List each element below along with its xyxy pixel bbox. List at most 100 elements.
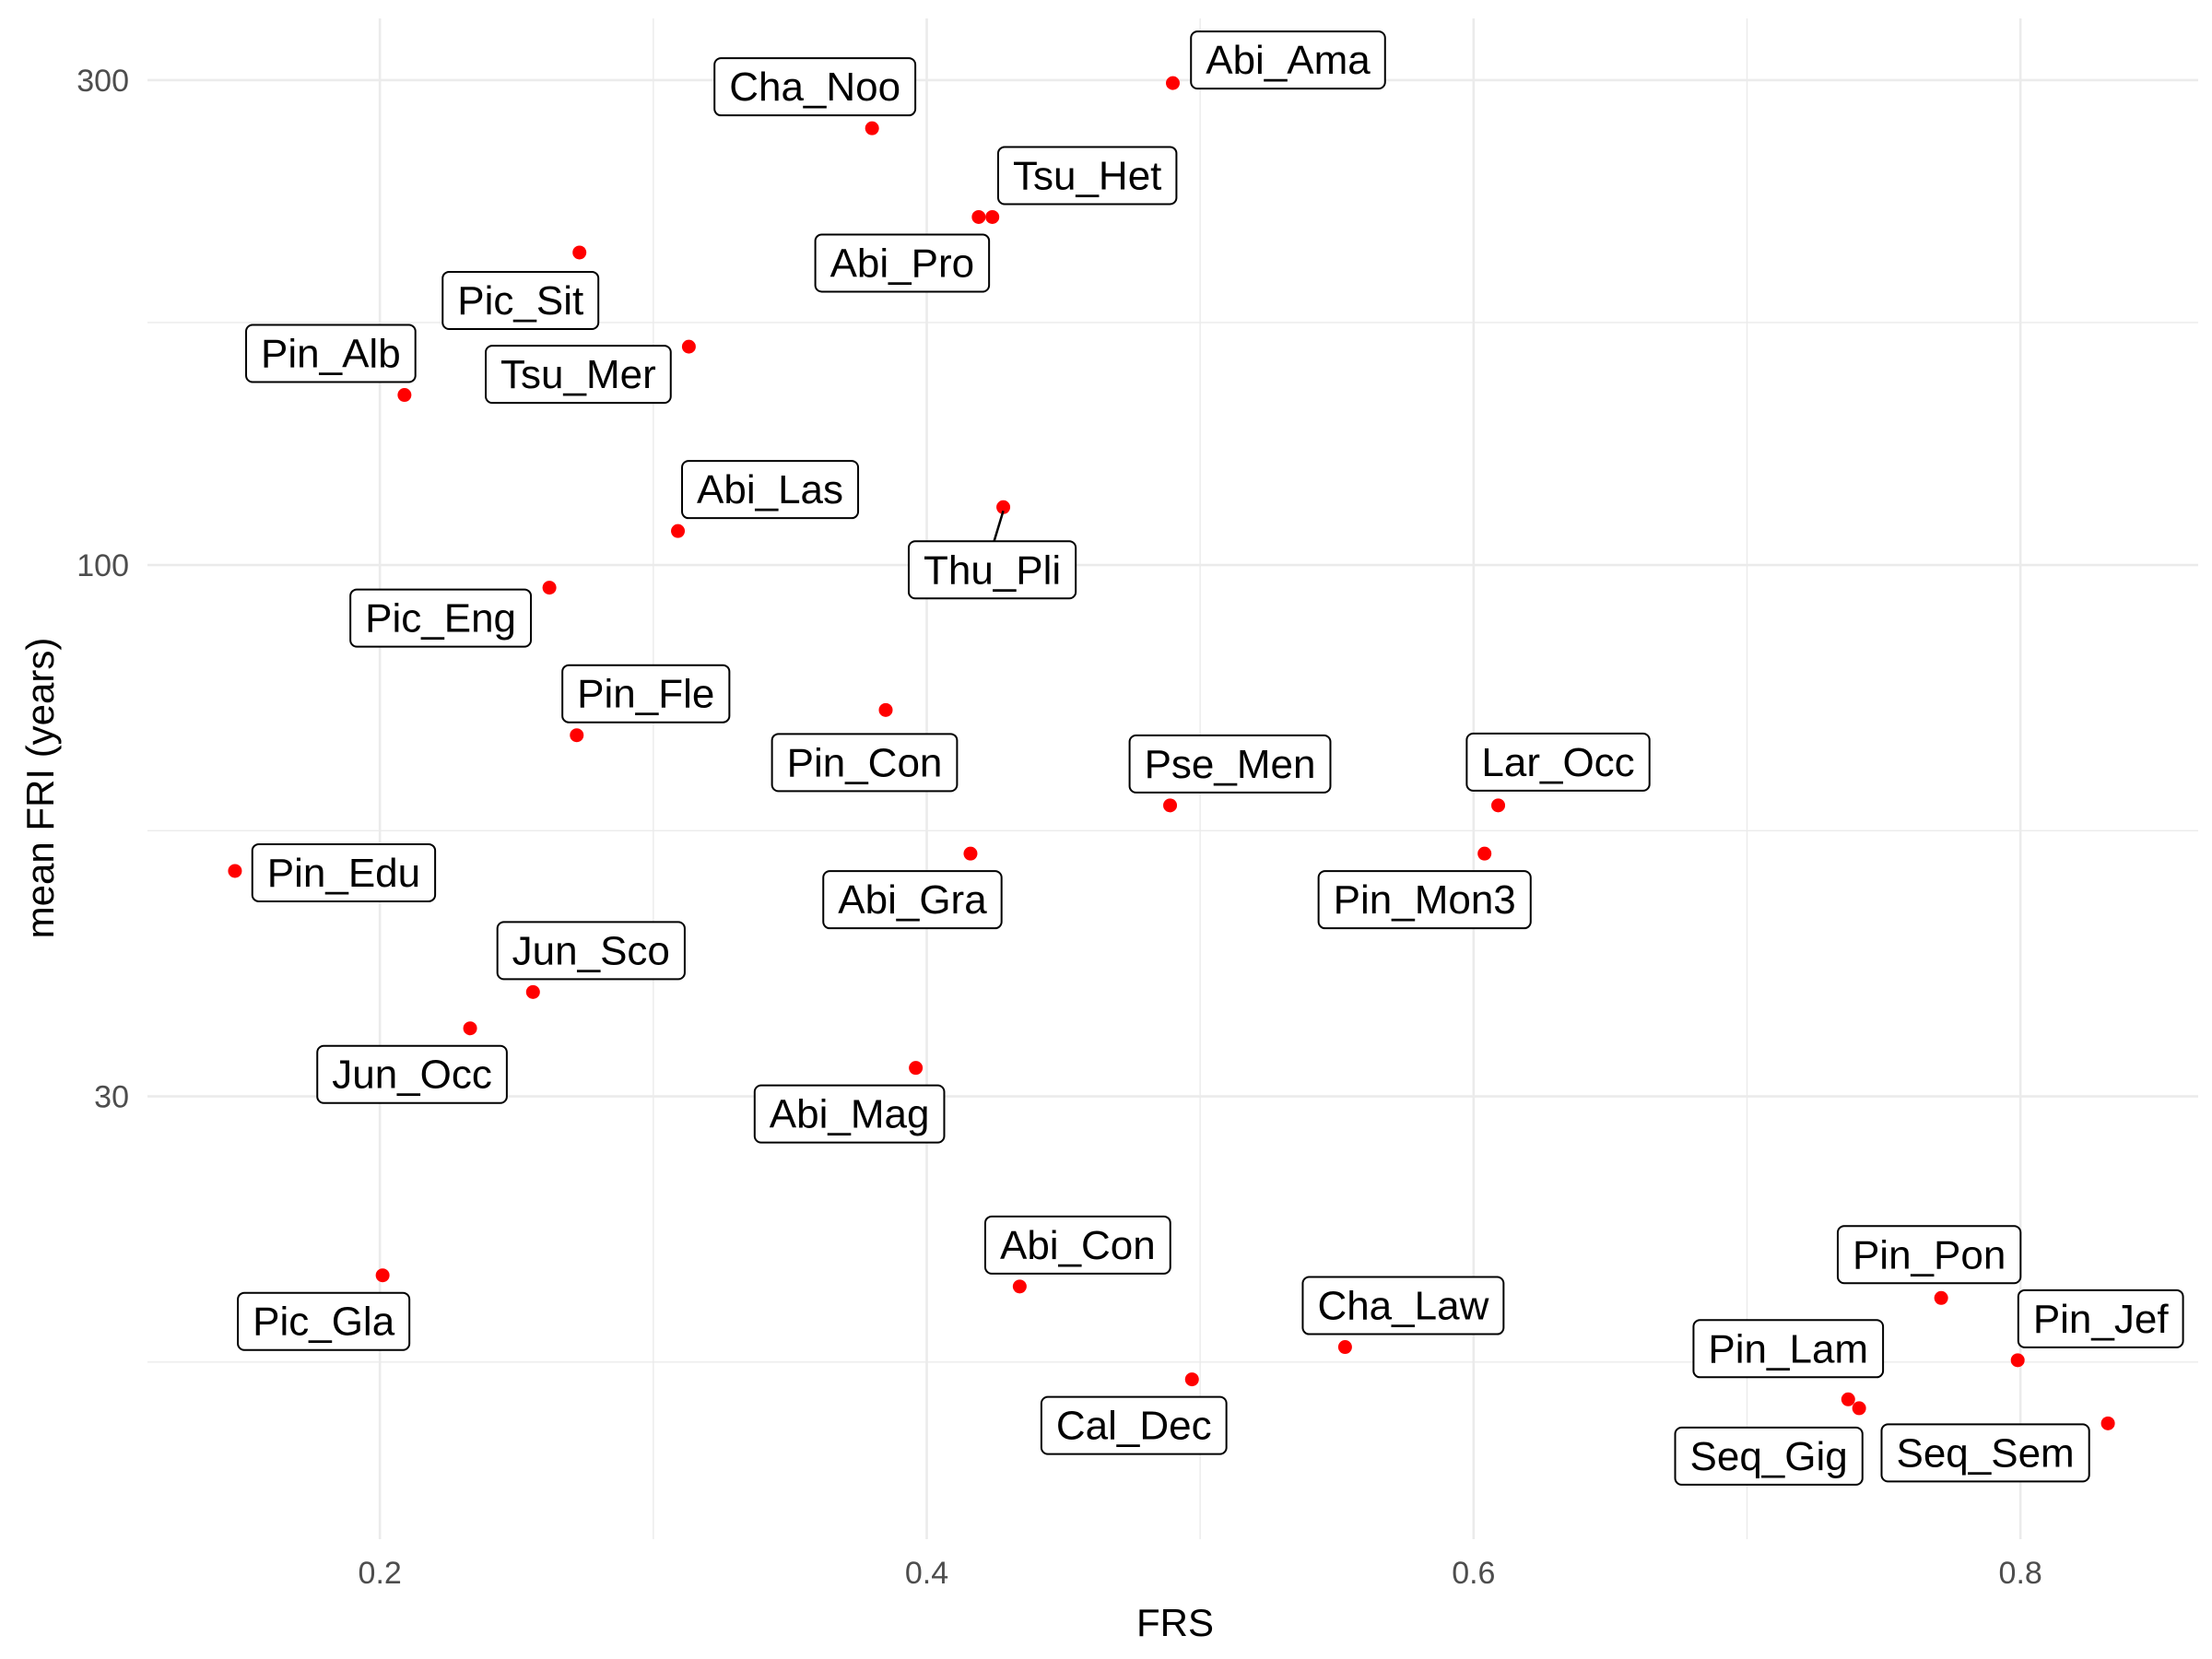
point-label: Seq_Sem bbox=[1880, 1423, 2090, 1483]
point-label-text: Pse_Men bbox=[1145, 742, 1316, 787]
point-label-box bbox=[822, 870, 1003, 930]
point-label-box bbox=[1674, 1426, 1864, 1486]
point-label-text: Pin_Alb bbox=[261, 332, 401, 377]
point-label: Abi_Las bbox=[681, 460, 860, 520]
point-label-text: Abi_Mag bbox=[770, 1092, 930, 1137]
point-label: Pin_Con bbox=[771, 733, 959, 793]
point-label: Cha_Law bbox=[1301, 1276, 1505, 1335]
point-label: Cal_Dec bbox=[1040, 1395, 1228, 1455]
data-points bbox=[228, 76, 2115, 1430]
point-label-text: Jun_Sco bbox=[512, 928, 670, 973]
point-label-box bbox=[771, 733, 959, 793]
point-label-box bbox=[441, 270, 600, 330]
x-tick-label: 0.4 bbox=[905, 1556, 948, 1591]
data-point bbox=[463, 1021, 477, 1036]
point-label: Pin_Lam bbox=[1692, 1319, 1885, 1379]
point-label: Abi_Ama bbox=[1190, 30, 1386, 90]
point-label-text: Pic_Eng bbox=[365, 596, 516, 641]
point-label: Jun_Occ bbox=[316, 1044, 508, 1104]
point-label-text: Pin_Jef bbox=[2033, 1297, 2170, 1342]
point-label: Pin_Jef bbox=[2017, 1288, 2184, 1348]
point-label-text: Thu_Pli bbox=[924, 547, 1061, 593]
point-label-text: Abi_Las bbox=[697, 467, 843, 512]
point-label-text: Tsu_Mer bbox=[500, 352, 656, 397]
point-label: Pin_Edu bbox=[251, 842, 437, 902]
point-label-box bbox=[814, 233, 991, 293]
y-tick-label: 100 bbox=[76, 548, 129, 583]
point-label-box bbox=[316, 1044, 508, 1104]
point-label-box bbox=[1317, 870, 1532, 930]
axes: FRS mean FRI (years) 0.2 0.4 0.6 0.8 30 100 30… bbox=[18, 64, 2042, 1644]
data-point bbox=[1012, 1279, 1027, 1294]
point-label: Abi_Pro bbox=[814, 233, 991, 293]
point-label: Abi_Con bbox=[983, 1215, 1171, 1275]
x-tick-label: 0.8 bbox=[1999, 1556, 2042, 1591]
point-label: Lar_Occ bbox=[1465, 732, 1651, 792]
data-point bbox=[1841, 1392, 1855, 1406]
y-axis-title: mean FRI (years) bbox=[18, 638, 62, 939]
point-label-box bbox=[485, 345, 672, 405]
point-label-box bbox=[983, 1215, 1171, 1275]
point-label-text: Cal_Dec bbox=[1056, 1404, 1212, 1449]
point-label-box bbox=[1190, 30, 1386, 90]
data-point bbox=[542, 581, 557, 595]
data-point bbox=[397, 388, 412, 403]
point-label: Pin_Mon3 bbox=[1317, 870, 1532, 930]
point-label-text: Seq_Sem bbox=[1896, 1430, 2074, 1476]
data-point bbox=[1852, 1401, 1866, 1416]
point-label-box bbox=[1128, 734, 1332, 794]
data-point bbox=[570, 728, 584, 743]
y-tick-label: 30 bbox=[94, 1080, 129, 1115]
x-axis-title: FRS bbox=[1136, 1601, 1214, 1644]
point-label-box bbox=[2017, 1288, 2184, 1348]
point-label-box bbox=[245, 324, 417, 383]
point-label: Tsu_Mer bbox=[485, 345, 672, 405]
point-label-text: Pin_Fle bbox=[577, 672, 714, 717]
data-point bbox=[1477, 846, 1492, 861]
point-label-text: Pic_Sit bbox=[457, 278, 583, 324]
point-label-box bbox=[1836, 1225, 2022, 1285]
point-label-box bbox=[1040, 1395, 1228, 1455]
x-tick-label: 0.6 bbox=[1452, 1556, 1495, 1591]
data-point bbox=[1163, 798, 1178, 813]
point-label-box bbox=[1692, 1319, 1885, 1379]
data-point bbox=[1166, 76, 1180, 90]
point-label: Abi_Mag bbox=[753, 1084, 946, 1144]
data-point bbox=[1184, 1372, 1199, 1387]
point-label-box bbox=[1465, 732, 1651, 792]
data-point bbox=[963, 846, 978, 861]
point-label-box bbox=[561, 664, 731, 724]
point-label-box bbox=[496, 921, 686, 981]
point-label-box bbox=[753, 1084, 946, 1144]
point-label: Pin_Fle bbox=[561, 664, 731, 724]
data-point bbox=[681, 339, 696, 354]
point-label-box bbox=[996, 146, 1178, 206]
point-label: Jun_Sco bbox=[496, 921, 686, 981]
data-point bbox=[2100, 1416, 2115, 1430]
point-label: Pse_Men bbox=[1128, 734, 1332, 794]
point-label-text: Cha_Noo bbox=[729, 65, 900, 110]
point-label-box bbox=[251, 842, 437, 902]
data-point bbox=[985, 209, 1000, 224]
point-label-text: Abi_Gra bbox=[838, 877, 987, 923]
data-point bbox=[996, 500, 1011, 514]
data-point bbox=[228, 864, 242, 878]
data-point bbox=[2010, 1353, 2025, 1368]
point-label: Abi_Gra bbox=[822, 870, 1003, 930]
point-label: Pin_Alb bbox=[245, 324, 417, 383]
point-label-text: Pic_Gla bbox=[253, 1300, 395, 1345]
point-label-box bbox=[713, 57, 917, 117]
label-leader-line bbox=[993, 510, 1005, 542]
data-point bbox=[971, 209, 986, 224]
point-label-text: Pin_Pon bbox=[1853, 1232, 2006, 1277]
data-point bbox=[909, 1061, 924, 1076]
x-tick-label: 0.2 bbox=[359, 1556, 402, 1591]
point-label-text: Lar_Occ bbox=[1481, 740, 1634, 785]
data-point bbox=[1491, 798, 1506, 813]
point-label-text: Abi_Pro bbox=[830, 241, 975, 286]
point-label-text: Pin_Con bbox=[787, 740, 943, 785]
data-point bbox=[525, 984, 540, 999]
data-point bbox=[1337, 1340, 1352, 1355]
point-label: Pin_Pon bbox=[1836, 1225, 2022, 1285]
